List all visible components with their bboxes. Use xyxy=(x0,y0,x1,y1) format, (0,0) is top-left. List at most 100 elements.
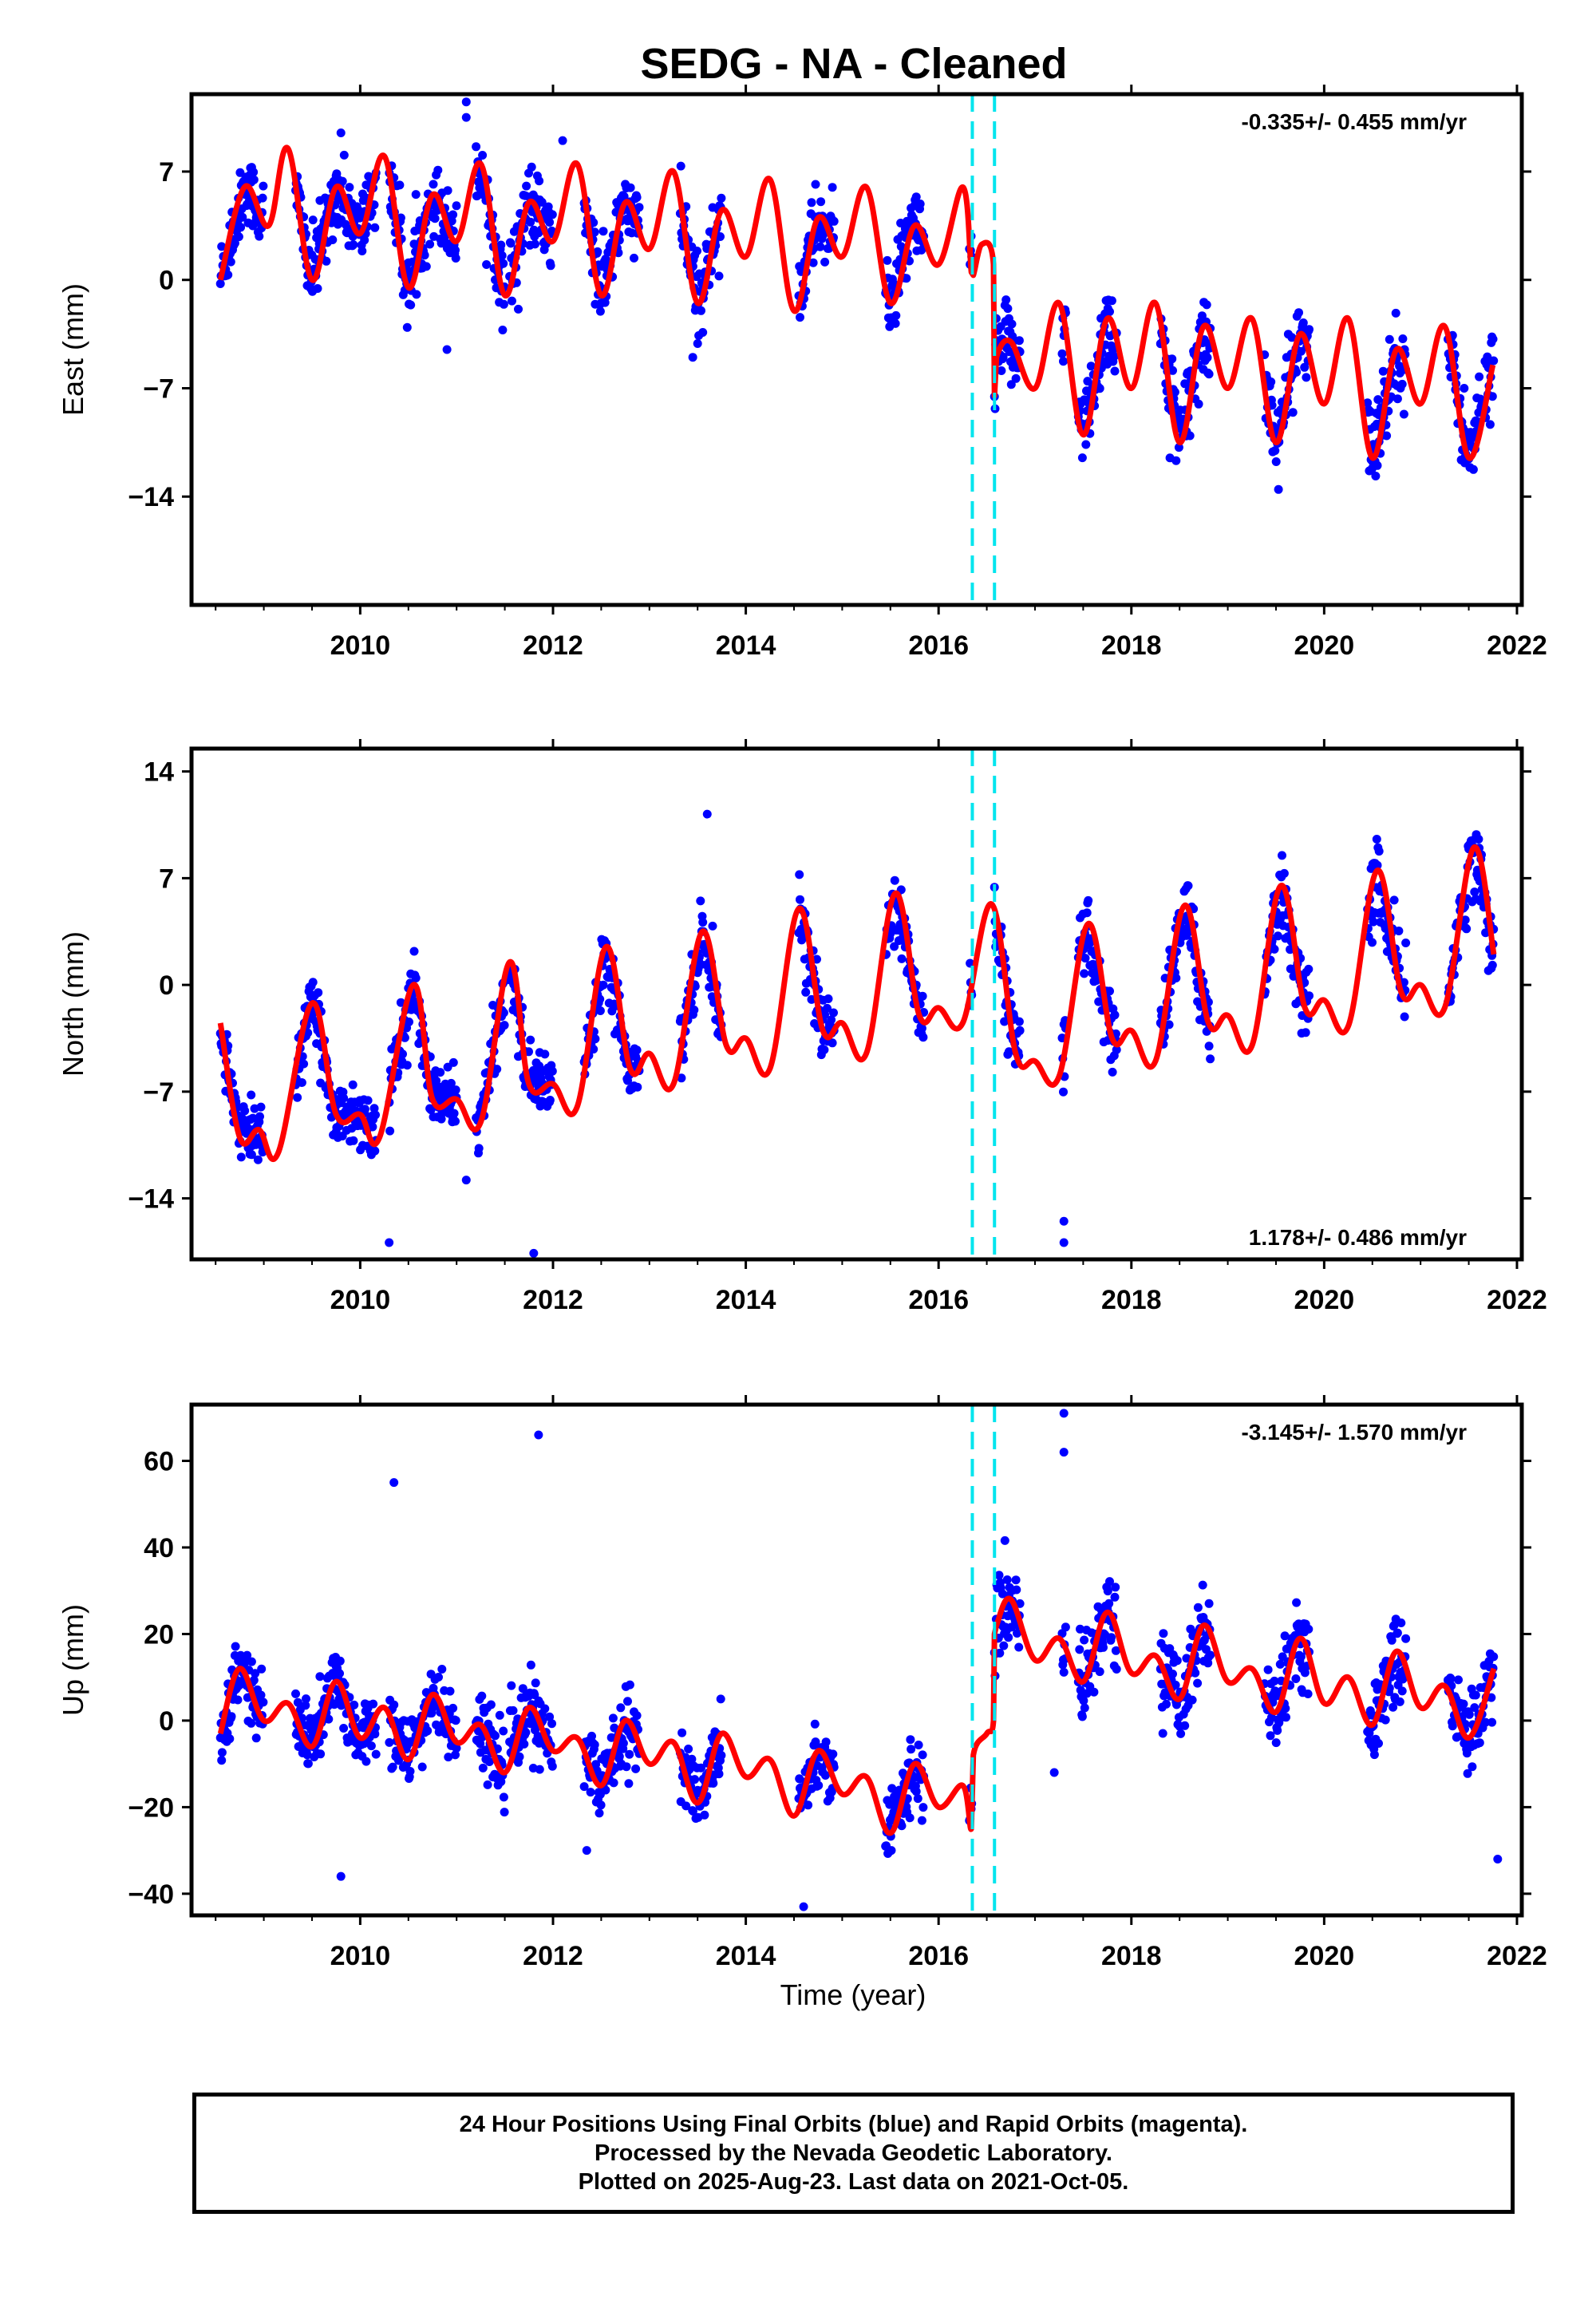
data-point xyxy=(1105,986,1114,996)
data-point xyxy=(1278,1652,1287,1662)
data-point xyxy=(1082,908,1092,918)
data-point xyxy=(595,306,605,316)
data-point xyxy=(1191,1668,1200,1678)
data-point xyxy=(486,1700,496,1709)
data-point xyxy=(506,239,516,248)
data-point xyxy=(1105,1577,1114,1587)
data-point xyxy=(1459,1699,1468,1709)
data-point xyxy=(1481,1717,1491,1727)
data-point xyxy=(579,1782,589,1792)
caption-line-2: Processed by the Nevada Geodetic Laborat… xyxy=(595,2140,1112,2166)
data-point xyxy=(233,1695,243,1705)
data-point xyxy=(914,1741,923,1749)
data-point xyxy=(801,987,811,997)
y-tick-label: 7 xyxy=(159,864,174,894)
data-point xyxy=(1057,349,1067,358)
data-point xyxy=(1080,969,1089,978)
data-point xyxy=(1170,387,1179,397)
data-point xyxy=(693,247,701,255)
data-point xyxy=(698,328,708,337)
y-axis-label: Up (mm) xyxy=(57,1604,89,1716)
data-point xyxy=(500,1808,509,1817)
x-tick-label: 2010 xyxy=(330,630,391,661)
data-point xyxy=(448,1057,458,1067)
outlier-point xyxy=(336,128,346,137)
data-point xyxy=(1206,1054,1215,1064)
data-point xyxy=(601,255,610,263)
data-point xyxy=(371,1110,380,1120)
data-point xyxy=(236,223,246,232)
x-tick-label: 2020 xyxy=(1294,1285,1355,1315)
data-point xyxy=(243,1650,252,1660)
data-point xyxy=(478,151,488,160)
data-point xyxy=(902,274,911,283)
data-point xyxy=(1014,336,1024,346)
data-point xyxy=(1271,457,1281,466)
y-tick-label: −7 xyxy=(143,1077,174,1108)
data-point xyxy=(249,168,259,177)
data-point xyxy=(1378,366,1388,376)
plot-frame xyxy=(189,1402,1524,1918)
x-tick-label: 2012 xyxy=(523,1941,583,1971)
rate-label: -0.335+/- 0.455 mm/yr xyxy=(1241,109,1467,134)
data-point xyxy=(1109,352,1119,362)
data-point xyxy=(1095,384,1104,393)
data-point xyxy=(545,1096,555,1105)
data-point xyxy=(1301,1028,1310,1037)
data-point xyxy=(446,1078,456,1088)
data-point xyxy=(420,251,429,260)
data-point xyxy=(1371,472,1381,480)
data-point xyxy=(339,1093,349,1103)
data-point xyxy=(518,1684,527,1694)
data-point xyxy=(1202,300,1211,310)
data-point xyxy=(1395,1697,1404,1706)
data-point xyxy=(1385,334,1394,344)
data-point xyxy=(1483,352,1492,362)
data-point xyxy=(308,978,318,987)
data-point xyxy=(499,1792,508,1802)
data-point xyxy=(526,1719,535,1729)
data-point xyxy=(1001,295,1011,305)
data-point xyxy=(293,1093,302,1102)
data-point xyxy=(491,1731,500,1741)
data-point xyxy=(1468,1762,1477,1772)
data-point xyxy=(1470,1703,1479,1713)
x-tick-label: 2018 xyxy=(1101,1285,1162,1315)
data-point xyxy=(217,242,227,251)
data-point xyxy=(625,1680,634,1690)
data-point xyxy=(714,271,724,281)
data-point xyxy=(804,1800,813,1810)
data-point xyxy=(1454,1675,1463,1685)
data-point xyxy=(339,150,349,160)
data-point xyxy=(1460,915,1470,925)
data-point xyxy=(335,1669,344,1678)
data-points xyxy=(215,809,1499,1258)
data-point xyxy=(1204,1599,1214,1608)
data-point xyxy=(911,192,921,202)
data-point xyxy=(1095,1667,1104,1677)
data-point xyxy=(1294,308,1303,318)
data-point xyxy=(595,1808,604,1818)
data-point xyxy=(820,1771,830,1780)
data-point xyxy=(1015,1599,1025,1608)
data-point xyxy=(1168,366,1177,375)
data-point xyxy=(598,227,608,236)
data-point xyxy=(795,870,804,879)
data-point xyxy=(1187,1695,1197,1705)
data-point xyxy=(689,1006,699,1014)
data-point xyxy=(1000,1535,1009,1545)
data-point xyxy=(1193,1678,1203,1688)
outlier-point xyxy=(1165,453,1175,463)
data-point xyxy=(1397,379,1407,389)
data-point xyxy=(1059,1667,1069,1677)
data-point xyxy=(590,1740,599,1749)
data-point xyxy=(1489,1652,1499,1662)
data-point xyxy=(499,1726,508,1736)
data-point xyxy=(1398,1674,1408,1684)
data-point xyxy=(676,161,685,171)
data-point xyxy=(1004,1047,1013,1057)
data-point xyxy=(1167,354,1177,364)
data-point xyxy=(1185,431,1195,441)
data-point xyxy=(623,1697,632,1706)
data-point xyxy=(632,192,642,202)
